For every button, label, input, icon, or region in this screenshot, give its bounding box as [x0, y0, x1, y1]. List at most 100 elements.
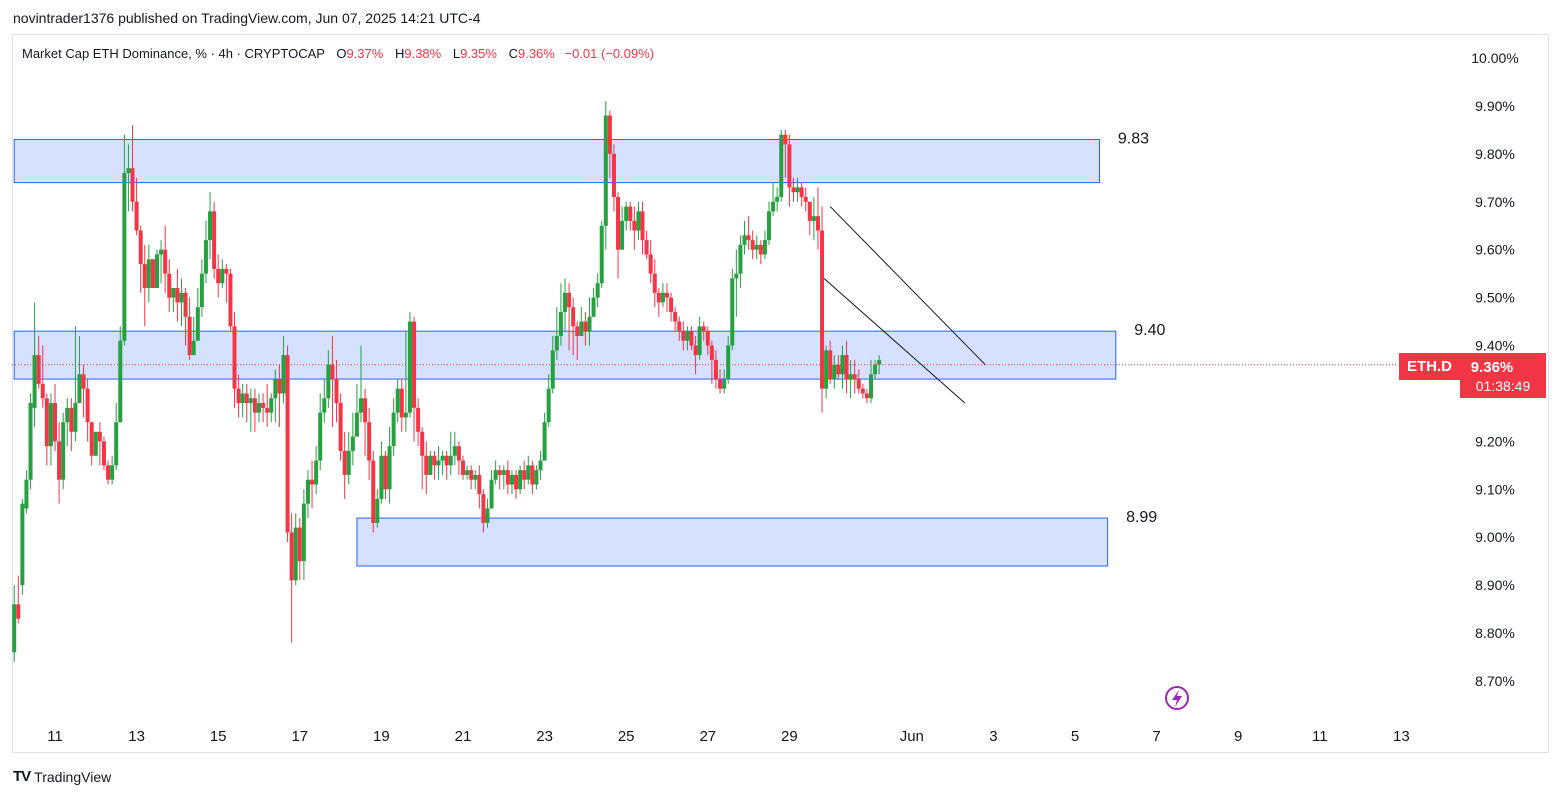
candle — [12, 585, 17, 662]
candle — [187, 297, 192, 360]
candle — [387, 427, 392, 504]
publisher-line: novintrader1376 published on TradingView… — [13, 10, 481, 26]
y-tick-label: 9.10% — [1475, 481, 1515, 497]
candle-body — [652, 273, 657, 293]
candle — [685, 326, 690, 351]
candle-body — [571, 307, 576, 327]
y-tick-label: 9.40% — [1475, 338, 1515, 354]
candle — [820, 206, 825, 413]
candle — [93, 431, 98, 456]
candle — [791, 177, 796, 202]
price-badge: ETH.D 9.36% 01:38:49 — [1399, 353, 1546, 398]
candle — [877, 355, 882, 375]
candle-body — [836, 364, 841, 375]
candle — [681, 321, 686, 351]
candle-body — [726, 345, 731, 380]
candle-body — [775, 196, 780, 202]
candle — [212, 201, 217, 279]
candle — [811, 196, 816, 241]
price-axis[interactable]: 10.00% 9.90% 9.80% 9.70% 9.60% 9.50% 9.40% 9.20… — [1471, 50, 1518, 689]
zone-label-0: 9.83 — [1118, 130, 1149, 147]
candle — [57, 422, 62, 504]
candle-body — [330, 364, 335, 380]
candle-body — [587, 316, 592, 332]
candle — [656, 288, 661, 317]
candle — [530, 460, 535, 495]
candle-body — [497, 470, 502, 475]
candle — [163, 225, 168, 293]
candle — [750, 230, 755, 260]
y-tick-label: 10.00% — [1471, 50, 1518, 66]
symbol-legend: Market Cap ETH Dominance, % · 4h · CRYPT… — [22, 46, 654, 61]
candle — [860, 383, 865, 399]
candle — [579, 307, 584, 336]
zone-box-0[interactable] — [13, 138, 1100, 184]
candle-body — [399, 388, 404, 418]
x-tick-label: 13 — [1393, 728, 1410, 745]
candle — [314, 446, 319, 495]
candle — [509, 470, 514, 495]
candle-body — [791, 187, 796, 193]
candle-body — [248, 398, 253, 404]
candle-body — [514, 474, 519, 490]
candle — [310, 460, 315, 509]
candle — [191, 316, 196, 356]
candle-body — [81, 374, 86, 389]
candle-body — [424, 455, 429, 475]
candle-body — [648, 254, 653, 274]
y-tick-label: 9.20% — [1475, 433, 1515, 449]
candle-body — [318, 412, 323, 461]
candle — [571, 297, 576, 356]
zone-box-1[interactable] — [13, 330, 1117, 380]
candle-body — [191, 340, 196, 356]
zone-label-2: 8.99 — [1126, 509, 1157, 526]
candle-body — [771, 201, 776, 212]
zone-box-2[interactable] — [356, 517, 1109, 567]
candle-body — [126, 168, 131, 174]
candle — [665, 283, 669, 312]
candle — [89, 422, 94, 466]
lightning-icon[interactable] — [1165, 686, 1189, 710]
candle — [436, 446, 441, 480]
candle-body — [350, 436, 355, 451]
candle — [803, 187, 808, 212]
tradingview-brand[interactable]: TV TradingView — [13, 768, 111, 785]
candle — [363, 388, 368, 456]
candle-body — [277, 379, 282, 394]
candle — [367, 407, 372, 480]
candle — [69, 398, 74, 451]
candle-body — [85, 388, 90, 423]
candle-body — [440, 455, 445, 461]
candle-body — [216, 268, 221, 284]
candle — [424, 441, 429, 495]
candle-body — [864, 393, 869, 399]
time-axis[interactable]: 11 13 15 17 19 21 23 25 27 29 Jun 3 5 7 9 11 13 — [47, 728, 1410, 745]
candle — [228, 268, 233, 332]
candle — [126, 144, 131, 212]
candle-body — [199, 273, 204, 308]
candle-body — [322, 398, 327, 413]
candle-body — [616, 196, 621, 250]
candle — [514, 470, 519, 499]
y-tick-label: 8.80% — [1475, 625, 1515, 641]
candle — [350, 412, 355, 466]
x-tick-label: Jun — [900, 728, 924, 745]
candle-body — [208, 211, 213, 241]
candle — [746, 216, 751, 250]
candle — [236, 374, 241, 418]
candle — [269, 393, 274, 423]
candle — [24, 470, 29, 514]
candle-body — [713, 359, 718, 380]
channel-line-1[interactable] — [823, 278, 966, 404]
candle — [142, 244, 147, 327]
candle — [669, 292, 674, 322]
candle-body — [750, 240, 755, 250]
legend-high-value: 9.38% — [404, 46, 442, 61]
candle — [628, 201, 633, 231]
candle-body — [53, 403, 57, 442]
candle — [832, 355, 837, 389]
candle-body — [485, 508, 490, 523]
channel-line-0[interactable] — [829, 206, 986, 366]
candle-body — [36, 355, 41, 384]
